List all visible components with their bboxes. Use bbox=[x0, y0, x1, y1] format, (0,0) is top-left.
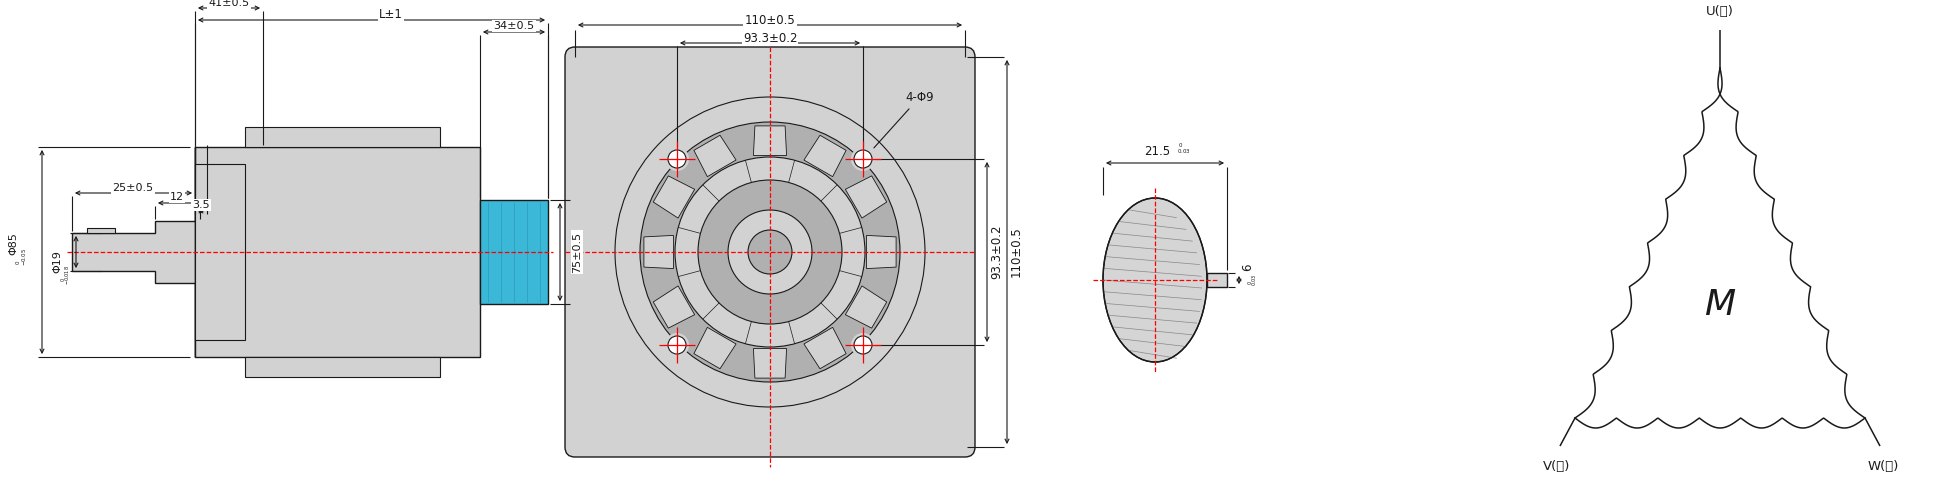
Polygon shape bbox=[246, 357, 441, 377]
Polygon shape bbox=[845, 176, 888, 218]
Polygon shape bbox=[654, 176, 694, 218]
Text: U(红): U(红) bbox=[1706, 5, 1735, 18]
Polygon shape bbox=[805, 327, 845, 369]
Circle shape bbox=[855, 150, 872, 168]
Polygon shape bbox=[87, 228, 114, 233]
Polygon shape bbox=[805, 135, 845, 177]
Polygon shape bbox=[644, 235, 673, 269]
Text: Φ85: Φ85 bbox=[8, 233, 17, 256]
Circle shape bbox=[698, 180, 841, 324]
Polygon shape bbox=[866, 235, 895, 269]
Polygon shape bbox=[246, 127, 441, 147]
Text: 93.3±0.2: 93.3±0.2 bbox=[990, 225, 1004, 279]
Circle shape bbox=[851, 147, 874, 171]
Polygon shape bbox=[654, 286, 694, 328]
Circle shape bbox=[640, 122, 899, 382]
Ellipse shape bbox=[1102, 198, 1207, 362]
Circle shape bbox=[665, 333, 689, 357]
Circle shape bbox=[748, 230, 793, 274]
Text: 25±0.5: 25±0.5 bbox=[112, 183, 153, 193]
Text: L±1: L±1 bbox=[379, 7, 402, 20]
Circle shape bbox=[667, 336, 687, 354]
Text: 21.5: 21.5 bbox=[1143, 145, 1170, 158]
Text: 4-Φ9: 4-Φ9 bbox=[874, 91, 934, 148]
Text: $^{\ \ 0}_{-0.018}$: $^{\ \ 0}_{-0.018}$ bbox=[60, 265, 73, 285]
Text: W(蓝): W(蓝) bbox=[1868, 460, 1899, 473]
Polygon shape bbox=[754, 348, 787, 378]
Polygon shape bbox=[1207, 273, 1226, 287]
Polygon shape bbox=[195, 164, 246, 340]
Polygon shape bbox=[195, 147, 480, 357]
Circle shape bbox=[675, 157, 864, 347]
FancyBboxPatch shape bbox=[565, 47, 975, 457]
Text: 34±0.5: 34±0.5 bbox=[493, 21, 534, 31]
Circle shape bbox=[615, 97, 924, 407]
Text: 93.3±0.2: 93.3±0.2 bbox=[743, 31, 797, 45]
Polygon shape bbox=[845, 286, 888, 328]
Polygon shape bbox=[754, 126, 787, 155]
Circle shape bbox=[727, 210, 812, 294]
Polygon shape bbox=[480, 200, 547, 304]
Text: M: M bbox=[1704, 288, 1735, 322]
Circle shape bbox=[665, 147, 689, 171]
Text: 41±0.5: 41±0.5 bbox=[209, 0, 249, 8]
Text: V(黄): V(黄) bbox=[1543, 460, 1570, 473]
Text: 75±0.5: 75±0.5 bbox=[572, 231, 582, 272]
Text: $^{\ 0}_{-0.05}$: $^{\ 0}_{-0.05}$ bbox=[15, 248, 29, 266]
Text: $^{\ 0}_{0.03}$: $^{\ 0}_{0.03}$ bbox=[1247, 273, 1261, 286]
Circle shape bbox=[855, 336, 872, 354]
Text: 6: 6 bbox=[1242, 263, 1253, 271]
Text: 12: 12 bbox=[170, 192, 184, 202]
Text: 110±0.5: 110±0.5 bbox=[745, 14, 795, 27]
Polygon shape bbox=[694, 327, 737, 369]
Text: 110±0.5: 110±0.5 bbox=[1010, 227, 1023, 277]
Text: $^{\ 0}_{0.03}$: $^{\ 0}_{0.03}$ bbox=[1178, 141, 1191, 156]
Polygon shape bbox=[694, 135, 737, 177]
Text: Φ19: Φ19 bbox=[52, 251, 62, 273]
Text: 3.5: 3.5 bbox=[191, 200, 209, 210]
Circle shape bbox=[851, 333, 874, 357]
Polygon shape bbox=[72, 147, 195, 357]
Circle shape bbox=[667, 150, 687, 168]
